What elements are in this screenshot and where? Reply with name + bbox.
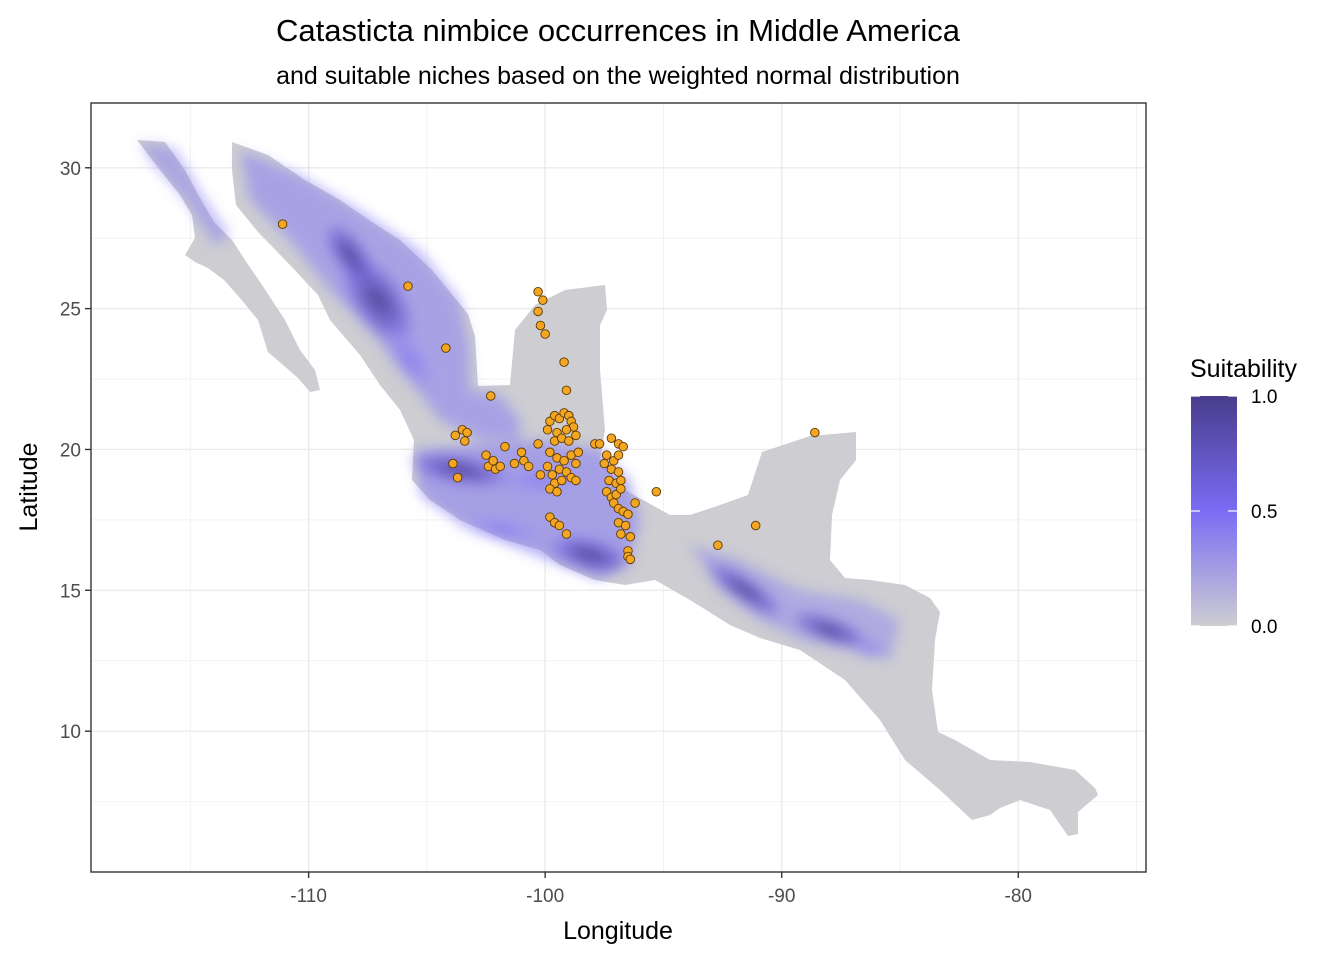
y-tick-label: 15 bbox=[60, 581, 81, 602]
occurrence-point bbox=[535, 320, 546, 331]
occurrence-point bbox=[613, 450, 624, 460]
occurrence-point bbox=[533, 286, 543, 297]
occurrence-point bbox=[523, 461, 534, 472]
y-tick-label: 10 bbox=[60, 722, 81, 743]
legend-label: 0.5 bbox=[1251, 502, 1277, 523]
axis-ticks: -110 -100 -90 -80 10 15 20 25 30 bbox=[60, 159, 1032, 907]
occurrence-point bbox=[559, 357, 569, 367]
chart-subtitle: and suitable niches based on the weighte… bbox=[276, 62, 960, 90]
occurrence-point bbox=[625, 532, 636, 542]
occurrence-point bbox=[540, 329, 550, 339]
occurrence-point bbox=[651, 486, 662, 497]
occurrence-point bbox=[750, 520, 761, 531]
x-tick-label: -100 bbox=[526, 886, 564, 907]
grid-lines bbox=[91, 103, 1146, 872]
occurrence-point bbox=[481, 450, 491, 460]
occurrence-point bbox=[810, 427, 820, 438]
occurrence-point bbox=[713, 540, 723, 550]
occurrence-point bbox=[459, 436, 470, 446]
occurrence-point bbox=[573, 447, 584, 458]
occurrence-point bbox=[625, 554, 636, 565]
occurrence-point bbox=[630, 498, 640, 508]
occurrence-point bbox=[561, 385, 572, 396]
occurrence-point bbox=[547, 470, 558, 480]
occurrence-point bbox=[486, 391, 496, 401]
occurrence-point bbox=[620, 520, 631, 531]
chart-title: Catasticta nimbice occurrences in Middle… bbox=[276, 13, 961, 48]
x-tick-label: -110 bbox=[290, 886, 327, 907]
y-tick-label: 20 bbox=[60, 440, 81, 461]
occurrence-point bbox=[564, 436, 574, 446]
occurrence-point bbox=[606, 433, 617, 443]
occurrence-point bbox=[571, 430, 581, 441]
legend-title: Suitability bbox=[1190, 355, 1297, 383]
occurrence-point bbox=[495, 461, 505, 472]
baja-moderate bbox=[140, 142, 230, 245]
occurrence-point bbox=[452, 472, 463, 483]
occurrence-point bbox=[571, 475, 581, 486]
occurrence-point bbox=[448, 458, 458, 469]
legend-label: 1.0 bbox=[1251, 387, 1277, 408]
occurrence-point bbox=[616, 475, 626, 486]
occurrence-points bbox=[277, 219, 820, 565]
occurrence-point bbox=[552, 486, 562, 497]
occurrence-point bbox=[599, 458, 610, 469]
x-tick-label: -90 bbox=[768, 886, 795, 907]
occurrence-point bbox=[462, 427, 472, 438]
occurrence-point bbox=[554, 520, 565, 531]
x-axis-title: Longitude bbox=[563, 917, 673, 945]
legend-label: 0.0 bbox=[1251, 617, 1277, 638]
occurrence-point bbox=[441, 343, 451, 353]
legend-ticks: 1.0 0.5 0.0 bbox=[1191, 387, 1277, 638]
occurrence-point bbox=[616, 529, 626, 539]
occurrence-point bbox=[542, 425, 553, 435]
occurrence-point bbox=[561, 529, 572, 539]
occurrence-point bbox=[535, 470, 546, 480]
occurrence-point bbox=[616, 484, 626, 494]
occurrence-point bbox=[277, 219, 288, 229]
occurrence-point bbox=[403, 281, 413, 291]
occurrence-point bbox=[500, 441, 510, 452]
y-axis-title: Latitude bbox=[15, 443, 43, 532]
occurrence-point bbox=[571, 458, 581, 469]
x-tick-label: -80 bbox=[1005, 886, 1032, 907]
occurrence-point bbox=[533, 306, 543, 317]
occurrence-point bbox=[561, 425, 572, 435]
occurrence-point bbox=[538, 295, 548, 305]
occurrence-point bbox=[533, 439, 543, 449]
occurrence-point bbox=[559, 455, 569, 466]
occurrence-point bbox=[488, 455, 498, 466]
baja-california-region bbox=[137, 140, 320, 392]
occurrence-point bbox=[556, 475, 567, 486]
occurrence-point bbox=[450, 430, 461, 441]
occurrence-point bbox=[545, 447, 555, 458]
occurrence-point bbox=[594, 439, 605, 449]
y-tick-label: 30 bbox=[60, 159, 81, 180]
occurrence-point bbox=[623, 509, 633, 520]
occurrence-point bbox=[613, 467, 624, 477]
suitability-surface bbox=[140, 142, 900, 660]
y-tick-label: 25 bbox=[60, 300, 81, 321]
legend: Suitability 1.0 0.5 0.0 bbox=[1190, 355, 1297, 638]
occurrence-point bbox=[618, 441, 628, 452]
occurrence-point bbox=[516, 447, 527, 458]
occurrence-point bbox=[601, 450, 612, 460]
plot-border bbox=[90, 102, 1147, 873]
occurrence-point bbox=[542, 461, 553, 472]
occurrence-point bbox=[509, 458, 520, 469]
